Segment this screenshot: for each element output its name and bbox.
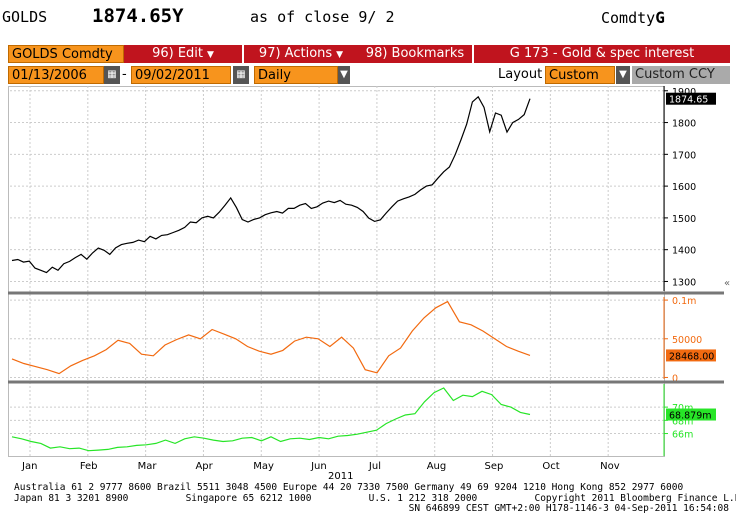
last-value-label: 28468.00 <box>666 349 716 362</box>
last-value-box <box>666 92 716 105</box>
currency-select[interactable]: Custom CCY <box>632 66 730 84</box>
series-line <box>11 300 531 375</box>
date-separator: - <box>122 67 127 82</box>
y-tick-label: 1800 <box>672 119 696 130</box>
price: 1874.65Y <box>92 5 184 27</box>
panel-separator <box>8 380 724 384</box>
x-tick-label: Nov <box>600 461 620 472</box>
x-tick-label: May <box>253 461 274 472</box>
x-tick-label: Jul <box>368 461 381 472</box>
as-of-text: as of close 9/ 2 <box>250 8 395 26</box>
last-value-label: 1874.65 <box>666 92 716 106</box>
x-tick-label: Feb <box>80 461 98 472</box>
y-tick-label: 0.1m <box>672 296 696 307</box>
chart-svg: Jan Feb Mar Apr May Jun Jul Aug Sep Oct Nov 2011 130… <box>8 86 730 482</box>
actions-menu[interactable]: 97) Actions ▼ <box>244 45 358 63</box>
y-tick-label: 50000 <box>672 335 702 346</box>
y-tick-label: 1600 <box>672 182 696 193</box>
y-tick-label: 1900 <box>672 87 696 98</box>
y-tick-label: 1400 <box>672 246 696 257</box>
footer-line-3: SN 646899 CEST GMT+2:00 H178-1146-3 04-S… <box>14 503 729 514</box>
series-line <box>11 95 531 274</box>
last-value-text: 68.879m <box>669 411 712 422</box>
y-tick-label: 1300 <box>672 277 696 288</box>
footer: Australia 61 2 9777 8600 Brazil 5511 304… <box>14 482 736 515</box>
last-value-text: 28468.00 <box>669 351 714 362</box>
end-date-input[interactable]: 09/02/2011 <box>131 66 231 84</box>
x-tick-label: Apr <box>195 461 213 472</box>
layout-select[interactable]: Custom <box>545 66 615 84</box>
chart-title: G 173 - Gold & spec interest <box>474 45 730 63</box>
layout-label: Layout <box>498 67 543 82</box>
footer-line-1: Australia 61 2 9777 8600 Brazil 5511 304… <box>14 482 684 493</box>
header: GOLDS 1874.65Y as of close 9/ 2 ComdtyG <box>0 0 736 36</box>
source-label: ComdtyG <box>601 8 665 27</box>
x-tick-label: Aug <box>427 461 447 472</box>
plot-frame <box>8 86 665 457</box>
security-field[interactable]: GOLDS Comdty <box>8 45 124 63</box>
x-tick-label: Mar <box>138 461 158 472</box>
last-value-box <box>666 349 716 362</box>
y-tick-label: 66m <box>672 430 693 441</box>
last-value-text: 1874.65 <box>669 95 708 106</box>
chart-area: Jan Feb Mar Apr May Jun Jul Aug Sep Oct Nov 2011 130… <box>8 86 734 511</box>
bookmarks-menu[interactable]: 98) Bookmarks <box>358 45 472 63</box>
panel-separator <box>8 291 724 295</box>
y-tick-label: 68m <box>672 416 693 427</box>
chevron-down-icon: ▼ <box>207 50 214 60</box>
edit-menu[interactable]: 96) Edit ▼ <box>124 45 242 63</box>
last-value-box <box>666 408 716 421</box>
x-tick-label: Jan <box>21 461 37 472</box>
x-axis-year: 2011 <box>328 471 353 482</box>
y-tick-label: 1700 <box>672 150 696 161</box>
y-tick-label: 1500 <box>672 214 696 225</box>
calendar-icon[interactable]: ▦ <box>233 66 249 84</box>
start-date-input[interactable]: 01/13/2006 <box>8 66 104 84</box>
x-tick-label: Sep <box>485 461 504 472</box>
y-tick-label: 0 <box>672 373 678 384</box>
x-tick-label: Jun <box>310 461 327 472</box>
calendar-icon[interactable]: ▦ <box>104 66 120 84</box>
last-value-label: 68.879m <box>666 408 716 422</box>
footer-line-2: Japan 81 3 3201 8900 Singapore 65 6212 1… <box>14 492 736 504</box>
periodicity-select[interactable]: Daily <box>254 66 338 84</box>
chevron-down-icon: ▼ <box>336 50 344 60</box>
chevron-down-icon[interactable]: ▼ <box>616 66 630 84</box>
series-line <box>11 387 531 452</box>
chevron-down-icon[interactable]: ▼ <box>338 66 350 84</box>
collapse-arrow-icon: « <box>724 278 730 289</box>
x-tick-label: Oct <box>542 461 559 472</box>
ticker: GOLDS <box>2 8 48 26</box>
